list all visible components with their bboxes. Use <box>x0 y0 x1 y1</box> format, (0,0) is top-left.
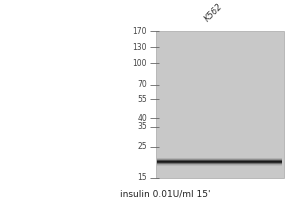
Bar <box>158 158 282 159</box>
Bar <box>158 165 282 166</box>
Text: 35: 35 <box>137 122 147 131</box>
Text: K562: K562 <box>203 2 225 23</box>
Bar <box>158 161 282 162</box>
Bar <box>158 164 282 165</box>
Text: 40: 40 <box>137 114 147 123</box>
Text: 15: 15 <box>137 173 147 182</box>
Text: 70: 70 <box>137 80 147 89</box>
Text: 130: 130 <box>133 43 147 52</box>
Text: 55: 55 <box>137 95 147 104</box>
Bar <box>158 162 282 163</box>
Bar <box>158 159 282 160</box>
Bar <box>156 31 284 178</box>
Text: 170: 170 <box>133 27 147 36</box>
Bar <box>158 160 282 161</box>
Text: 25: 25 <box>137 142 147 151</box>
Bar <box>158 163 282 164</box>
Text: insulin 0.01U/ml 15': insulin 0.01U/ml 15' <box>120 190 210 199</box>
Text: 100: 100 <box>133 59 147 68</box>
